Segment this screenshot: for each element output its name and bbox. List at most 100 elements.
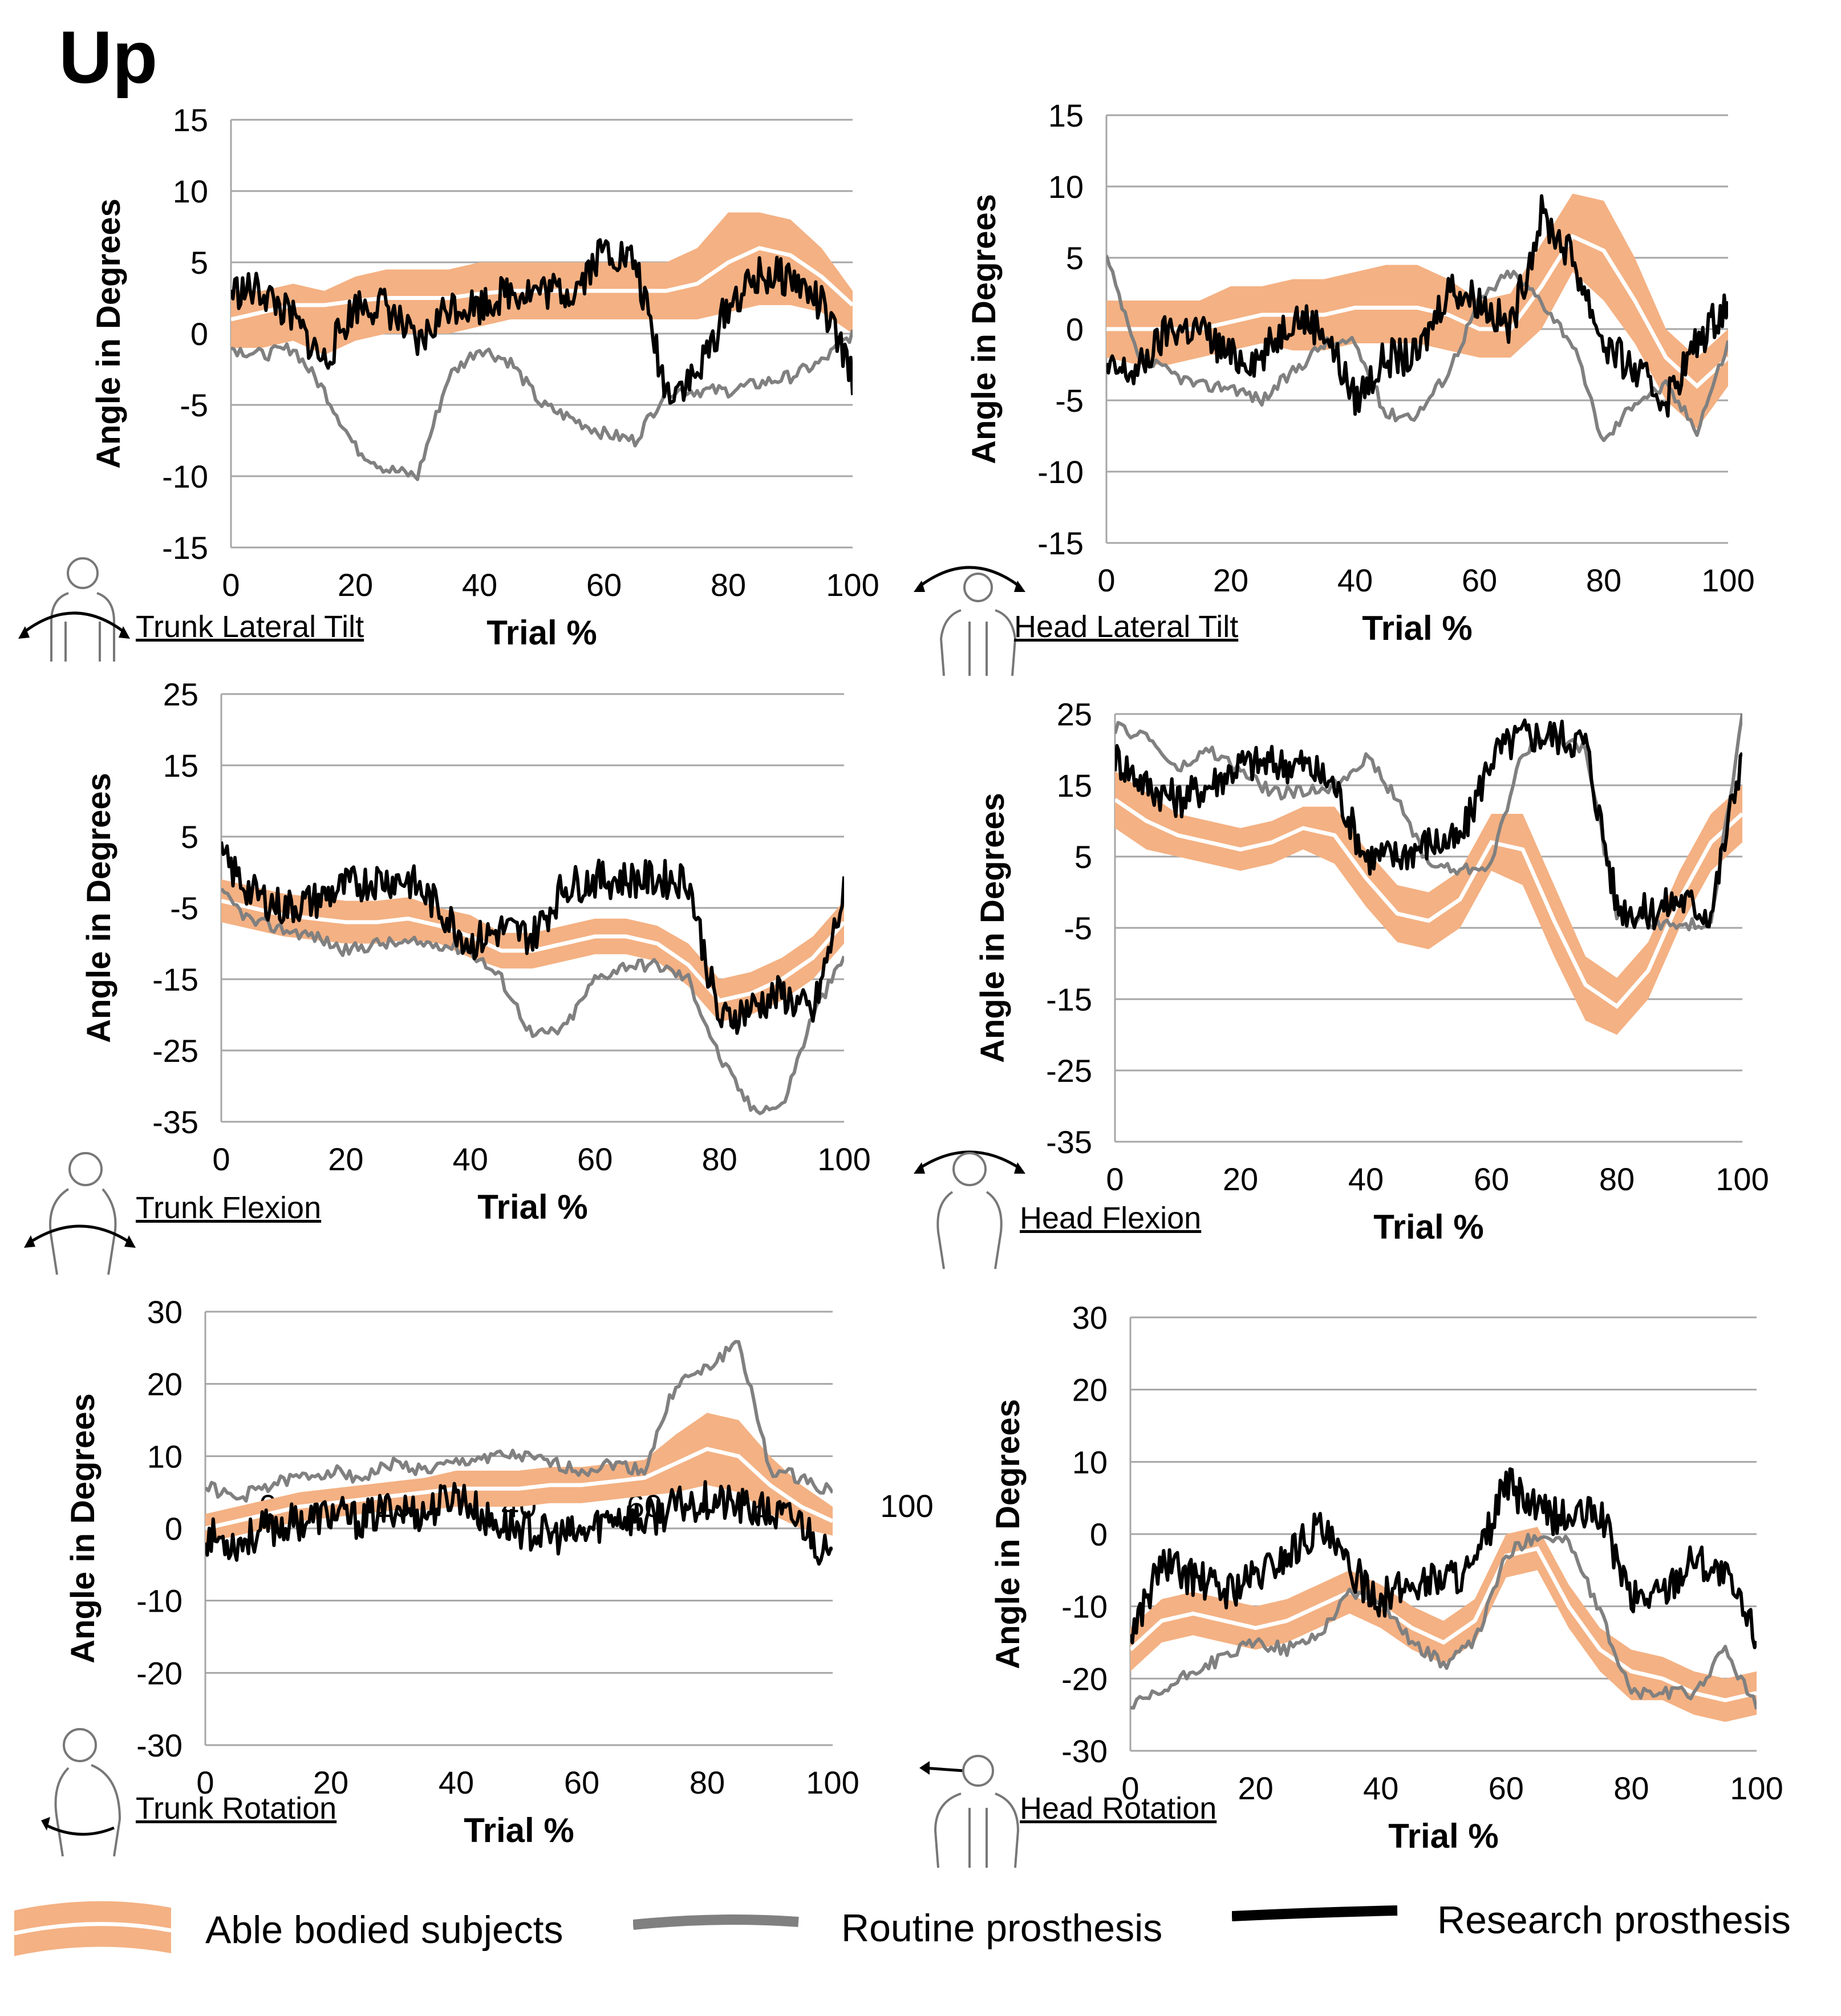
y-tick-label: 30 [147, 1294, 183, 1330]
caption-trunk-rotation: Trunk Rotation [136, 1791, 337, 1826]
y-tick-label: 20 [1072, 1372, 1108, 1408]
caption-head-rotation: Head Rotation [1020, 1791, 1217, 1826]
caption-trunk-flexion: Trunk Flexion [136, 1191, 322, 1225]
y-tick-label: -10 [162, 459, 208, 494]
panel-head-rotation: 30 20 10 0 -10 -20 -30 0 20 40 60 80 100 Angle in Deg… [913, 1289, 1841, 1888]
research-prosthesis-line [1106, 194, 1728, 418]
legend: Able bodied subjects Routine prosthesis … [0, 1882, 1841, 1996]
y-tick-label: 10 [147, 1438, 183, 1474]
x-tick-label: 40 [1348, 1161, 1384, 1197]
panel-trunk-lateral-tilt: 15 10 5 0 -5 -10 -15 0 20 40 60 80 100 Angle in Degre… [0, 86, 913, 667]
y-axis-label: Angle in Degrees [90, 198, 127, 469]
x-tick-label: 80 [1613, 1770, 1649, 1806]
y-axis-label: Angle in Degrees [966, 194, 1003, 464]
x-axis-label: Trial % [477, 1188, 587, 1226]
x-tick-label: 100 [1730, 1770, 1783, 1806]
y-tick-label: -5 [1055, 383, 1084, 419]
inner-x-tick-label: 100 [880, 1488, 933, 1524]
routine-prosthesis-line [1130, 1532, 1757, 1710]
panel-head-flexion: 25 15 5 -5 -15 -25 -35 0 20 40 60 80 100 Angle in Deg… [913, 667, 1841, 1289]
y-tick-label: -30 [136, 1727, 183, 1763]
x-tick-label: 80 [690, 1764, 725, 1800]
y-tick-label: -35 [152, 1104, 198, 1140]
y-tick-label: -5 [170, 890, 198, 926]
legend-routine-label: Routine prosthesis [841, 1907, 1163, 1950]
y-tick-label: 0 [1066, 311, 1084, 347]
x-tick-label: 0 [196, 1764, 214, 1800]
able-bodied-mean-line [1115, 798, 1742, 1009]
y-tick-label: 0 [165, 1511, 183, 1547]
routine-prosthesis-line [1106, 254, 1728, 443]
x-tick-label: 60 [564, 1764, 599, 1800]
x-tick-label: 0 [1121, 1770, 1139, 1806]
routine-prosthesis-line [205, 1340, 833, 1503]
legend-research-label: Research prosthesis [1437, 1899, 1791, 1942]
x-tick-label: 0 [1106, 1161, 1124, 1197]
research-prosthesis-line [231, 238, 853, 405]
y-axis-label: Angle in Degrees [80, 773, 117, 1043]
x-tick-label: 40 [1337, 562, 1373, 598]
y-tick-label: -30 [1061, 1733, 1108, 1769]
head-lateral-tilt-icon [914, 566, 1025, 676]
y-tick-label: 15 [1057, 768, 1092, 804]
x-axis-label: Trial % [464, 1811, 574, 1849]
x-tick-label: 80 [701, 1141, 737, 1177]
y-tick-label: -10 [1037, 454, 1084, 490]
figure-title: Up [59, 15, 158, 99]
x-tick-label: 100 [826, 567, 879, 603]
y-tick-label: -15 [152, 962, 198, 997]
trunk-lateral-tilt-icon [18, 557, 130, 662]
y-tick-label: -35 [1046, 1124, 1092, 1160]
y-tick-label: 5 [190, 245, 208, 281]
y-tick-label: -5 [180, 387, 208, 423]
x-tick-label: 40 [1363, 1770, 1398, 1806]
y-tick-label: -25 [152, 1033, 198, 1069]
able-bodied-band [1130, 1527, 1757, 1722]
y-tick-label: -10 [1061, 1589, 1108, 1625]
x-tick-label: 100 [806, 1764, 859, 1800]
y-axis-label: Angle in Degrees [64, 1393, 102, 1664]
y-tick-label: 15 [173, 102, 208, 138]
legend-able-bodied-swatch [14, 1901, 172, 1956]
y-tick-label: 15 [163, 748, 198, 784]
research-prosthesis-line [221, 841, 844, 1035]
x-tick-label: 100 [1701, 562, 1754, 598]
x-tick-label: 40 [462, 567, 497, 603]
y-tick-label: -15 [1037, 525, 1084, 561]
routine-prosthesis-line [221, 887, 844, 1116]
legend-able-bodied-label: Able bodied subjects [205, 1908, 563, 1952]
caption-head-lateral-tilt: Head Lateral Tilt [1014, 610, 1239, 644]
x-tick-label: 20 [328, 1141, 363, 1177]
trunk-flexion-icon [24, 1152, 136, 1275]
y-tick-label: 10 [1048, 169, 1084, 205]
y-tick-label: -25 [1046, 1053, 1092, 1089]
y-tick-label: 30 [1072, 1300, 1108, 1336]
x-tick-label: 80 [711, 567, 746, 603]
y-tick-label: 25 [163, 676, 198, 712]
y-tick-label: -15 [162, 530, 208, 566]
head-rotation-icon [919, 1755, 1020, 1868]
x-tick-label: 80 [1586, 562, 1621, 598]
y-tick-label: -15 [1046, 981, 1092, 1017]
x-tick-label: 40 [439, 1764, 474, 1800]
y-tick-label: -20 [136, 1655, 183, 1691]
x-axis-label: Trial % [1388, 1817, 1498, 1855]
y-tick-label: 15 [1048, 98, 1084, 133]
y-tick-label: 5 [181, 819, 198, 855]
head-flexion-icon [914, 1150, 1025, 1269]
y-tick-label: 25 [1057, 696, 1092, 732]
routine-prosthesis-line [231, 329, 853, 481]
x-tick-label: 100 [817, 1141, 870, 1177]
x-tick-label: 0 [222, 567, 240, 603]
able-bodied-mean-line [1130, 1546, 1757, 1702]
y-tick-label: 0 [190, 316, 208, 352]
panel-trunk-rotation: 3020100-10-20-30020406080100020406080100… [0, 1289, 970, 1888]
y-tick-label: -5 [1064, 910, 1092, 946]
x-tick-label: 0 [1097, 562, 1115, 598]
y-axis-label: Angle in Degrees [974, 793, 1011, 1063]
x-tick-label: 80 [1599, 1161, 1635, 1197]
legend-research-swatch [1232, 1905, 1398, 1921]
y-tick-label: -10 [136, 1583, 183, 1619]
y-tick-label: 0 [1090, 1516, 1108, 1552]
